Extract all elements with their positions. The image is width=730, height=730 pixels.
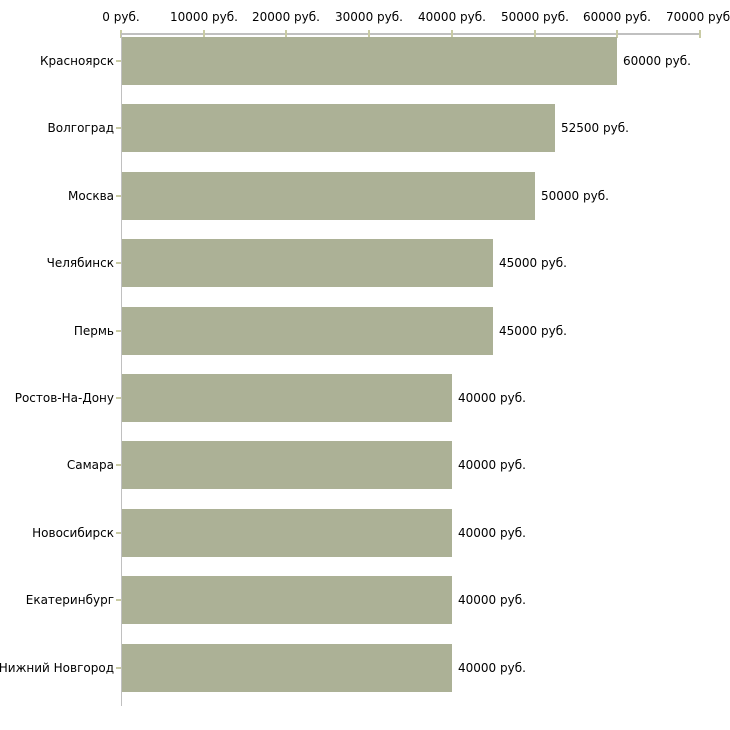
bar [122,441,452,489]
x-axis-tick-label: 50000 руб. [501,10,569,24]
bar [122,239,493,287]
category-label: Екатеринбург [25,593,114,607]
bar [122,307,493,355]
y-axis-tick [116,262,121,264]
x-axis-line [121,33,700,35]
x-axis-tick-label: 10000 руб. [170,10,238,24]
value-label: 50000 руб. [541,189,609,203]
x-axis-tick [368,30,370,38]
y-axis-tick [116,599,121,601]
value-label: 60000 руб. [623,54,691,68]
category-label: Москва [68,189,114,203]
x-axis-tick-label: 40000 руб. [418,10,486,24]
value-label: 40000 руб. [458,526,526,540]
category-label: Челябинск [46,256,114,270]
x-axis-tick-label: 60000 руб. [583,10,651,24]
value-label: 45000 руб. [499,324,567,338]
category-label: Ростов-На-Дону [14,391,114,405]
y-axis-tick [116,127,121,129]
value-label: 40000 руб. [458,593,526,607]
value-label: 52500 руб. [561,121,629,135]
category-label: Самара [66,458,114,472]
y-axis-tick [116,330,121,332]
bar [122,37,617,85]
bar [122,172,535,220]
category-label: Волгоград [47,121,114,135]
x-axis-tick [534,30,536,38]
y-axis-tick [116,464,121,466]
value-label: 40000 руб. [458,661,526,675]
x-axis-tick [451,30,453,38]
x-axis-tick [616,30,618,38]
y-axis-tick [116,667,121,669]
y-axis-tick [116,195,121,197]
x-axis-tick-label: 30000 руб. [335,10,403,24]
value-label: 40000 руб. [458,458,526,472]
category-label: Пермь [73,324,114,338]
value-label: 40000 руб. [458,391,526,405]
category-label: Красноярск [40,54,114,68]
x-axis-tick-label: 20000 руб. [252,10,320,24]
y-axis-tick [116,397,121,399]
bar [122,104,555,152]
y-axis-line [121,33,122,706]
bar [122,644,452,692]
y-axis-tick [116,532,121,534]
category-label: Новосибирск [32,526,114,540]
x-axis-tick-label: 0 руб. [102,10,140,24]
bar [122,374,452,422]
x-axis-tick [699,30,701,38]
bar [122,576,452,624]
x-axis-tick [203,30,205,38]
value-label: 45000 руб. [499,256,567,270]
y-axis-tick [116,60,121,62]
bar [122,509,452,557]
x-axis-tick [285,30,287,38]
x-axis-tick-label: 70000 руб. [666,10,730,24]
category-label: Нижний Новгород [0,661,114,675]
